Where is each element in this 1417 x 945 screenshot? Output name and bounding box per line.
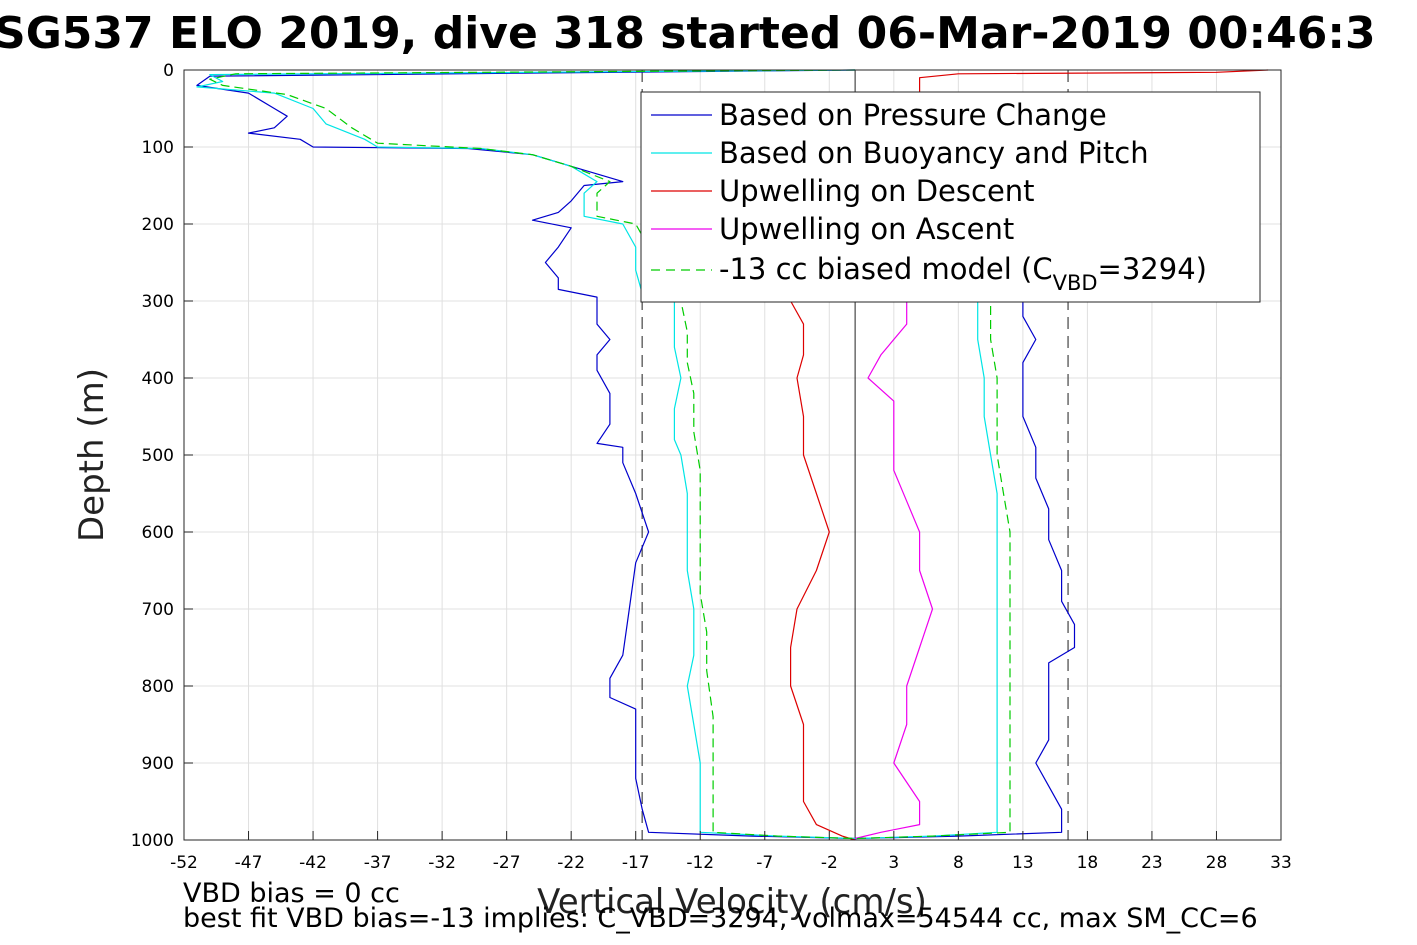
y-tick-label: 1000 <box>131 831 174 851</box>
x-tick-label: 23 <box>1141 853 1163 873</box>
legend-entry-descent: Upwelling on Descent <box>651 174 1035 208</box>
x-tick-label: 33 <box>1270 853 1292 873</box>
y-tick-label: 0 <box>163 61 174 81</box>
x-tick-label: -7 <box>756 853 773 873</box>
chart-title: SG537 ELO 2019, dive 318 started 06-Mar-… <box>0 8 1376 59</box>
y-axis-label: Depth (m) <box>72 368 112 542</box>
y-tick-label: 500 <box>142 446 174 466</box>
x-tick-label: 28 <box>1206 853 1228 873</box>
legend-box <box>640 91 1261 303</box>
footer-line-2: best fit VBD bias=-13 implies: C_VBD=329… <box>183 903 1258 934</box>
x-tick-label: -12 <box>686 853 714 873</box>
x-tick-label: 3 <box>888 853 899 873</box>
x-ticks: -52 -47 -42 -37 -32 -27 -22 -17 -12 -7 -2 3 8 13 18 23 2… <box>170 831 1292 873</box>
y-tick-label: 300 <box>142 292 174 312</box>
x-tick-label: 18 <box>1077 853 1099 873</box>
legend-label-pressure: Based on Pressure Change <box>719 98 1107 132</box>
legend-entry-pressure: Based on Pressure Change <box>651 98 1107 132</box>
x-tick-label: -22 <box>557 853 585 873</box>
footer-line-1: VBD bias = 0 cc <box>183 878 400 909</box>
legend-model-prefix: -13 cc biased model (C <box>719 252 1053 286</box>
x-tick-label: -2 <box>821 853 838 873</box>
x-tick-label: -47 <box>235 853 263 873</box>
legend-label-buoyancy: Based on Buoyancy and Pitch <box>719 136 1149 170</box>
legend-entry-buoyancy: Based on Buoyancy and Pitch <box>651 136 1149 170</box>
y-tick-label: 800 <box>142 677 174 697</box>
y-tick-label: 100 <box>142 138 174 158</box>
x-tick-label: -27 <box>493 853 521 873</box>
y-tick-label: 700 <box>142 600 174 620</box>
y-tick-label: 400 <box>142 369 174 389</box>
series-line-4 <box>209 69 1011 840</box>
legend-label-descent: Upwelling on Descent <box>719 174 1035 208</box>
legend-entry-ascent: Upwelling on Ascent <box>651 212 1014 246</box>
x-tick-label: -52 <box>170 853 198 873</box>
x-tick-label: -37 <box>364 853 392 873</box>
legend-model-subscript: VBD <box>1053 271 1098 295</box>
x-tick-label: 8 <box>953 853 964 873</box>
legend-model-suffix: =3294) <box>1098 252 1207 286</box>
y-tick-label: 200 <box>142 215 174 235</box>
legend-label-ascent: Upwelling on Ascent <box>719 212 1014 246</box>
x-tick-label: 13 <box>1012 853 1034 873</box>
x-tick-label: -17 <box>622 853 650 873</box>
y-tick-label: 600 <box>142 523 174 543</box>
legend-label-model: -13 cc biased model (CVBD=3294) <box>719 252 1207 295</box>
legend-entry-model: -13 cc biased model (CVBD=3294) <box>651 252 1207 295</box>
legend: Based on Pressure Change Based on Buoyan… <box>640 91 1261 303</box>
x-tick-label: -32 <box>428 853 456 873</box>
x-tick-label: -42 <box>299 853 327 873</box>
y-tick-label: 900 <box>142 754 174 774</box>
x-axis-label: Vertical Velocity (cm/s) <box>537 882 927 922</box>
y-ticks: 0 100 200 300 400 500 600 700 800 900 1000 <box>131 61 193 851</box>
series-line-3 <box>854 301 934 840</box>
